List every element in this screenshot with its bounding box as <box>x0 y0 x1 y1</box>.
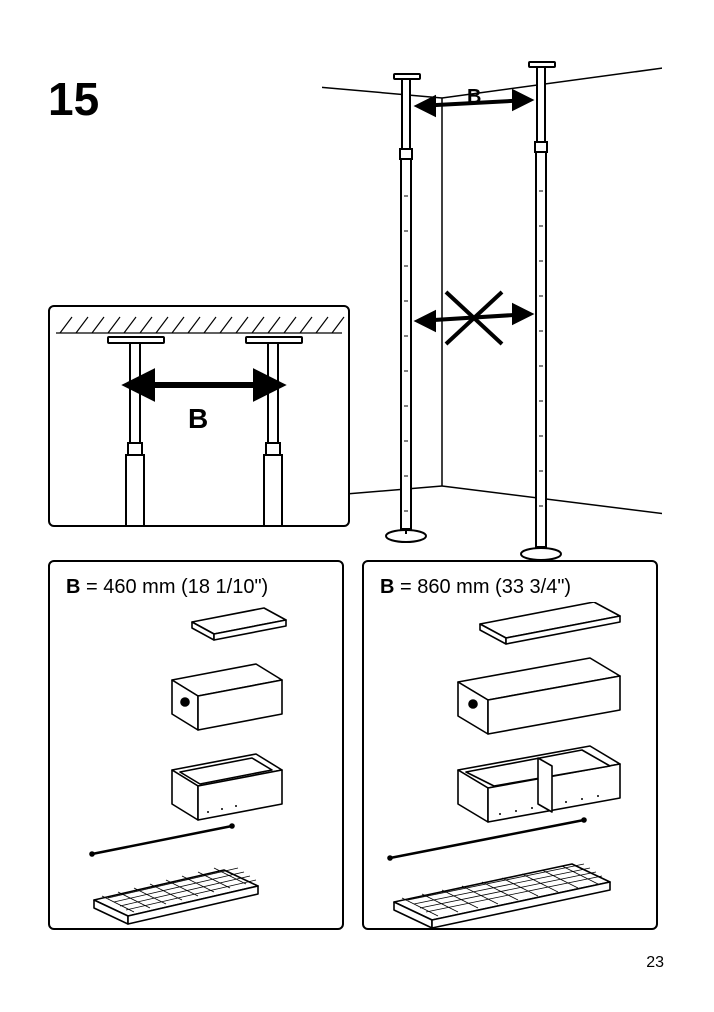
option-panel-860: B = 860 mm (33 3/4") <box>362 560 658 930</box>
poles-diagram <box>322 56 662 576</box>
step-number: 15 <box>48 72 99 126</box>
inset-detail-panel: B <box>48 305 350 527</box>
spec-label-860: B = 860 mm (33 3/4") <box>380 576 571 599</box>
spec-label-460: B = 460 mm (18 1/10") <box>66 576 268 599</box>
main-diagram: B <box>322 56 662 576</box>
option-panel-460: B = 460 mm (18 1/10") <box>48 560 344 930</box>
dimension-label-b-top: B <box>467 86 481 109</box>
instruction-page: 15 <box>0 0 714 1012</box>
parts-exploded-460 <box>52 602 344 932</box>
dimension-label-b-inset: B <box>188 403 208 435</box>
parts-exploded-860 <box>366 602 658 932</box>
page-number: 23 <box>646 954 664 972</box>
